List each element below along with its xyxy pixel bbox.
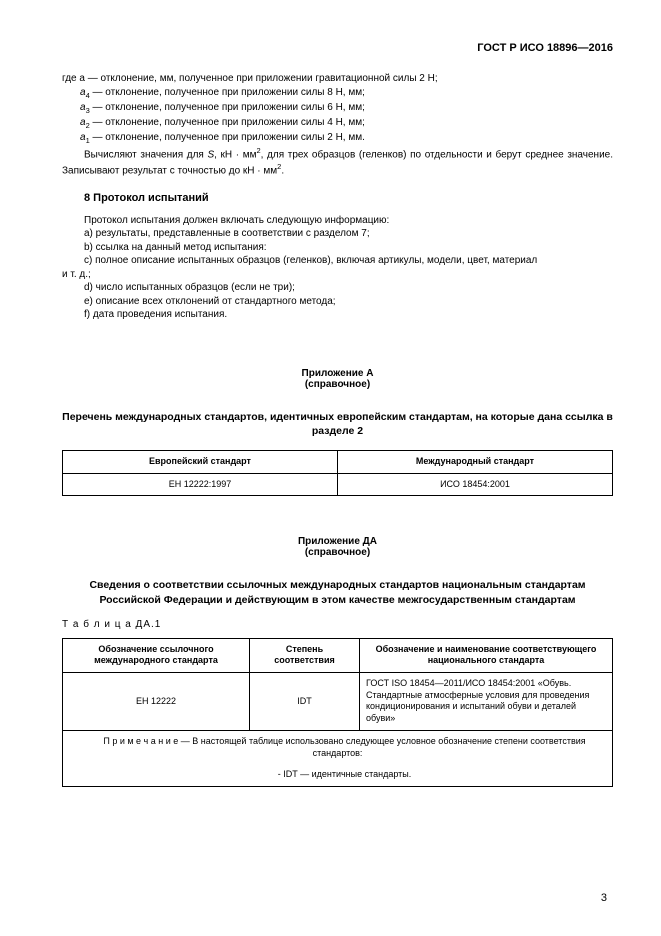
table-da-note-row2: - IDT — идентичные стандарты. xyxy=(63,764,613,786)
table-da-r1c1: ЕН 12222 xyxy=(63,673,250,731)
table-da-row1: ЕН 12222 IDT ГОСТ ISO 18454—2011/ИСО 184… xyxy=(63,673,613,731)
def-a3: a3 — отклонение, полученное при приложен… xyxy=(80,101,613,116)
calc-para: Вычисляют значения для S, кН · мм2, для … xyxy=(62,146,613,178)
table-da-h1: Обозначение ссылочного международного ст… xyxy=(63,638,250,672)
document-header: ГОСТ Р ИСО 18896—2016 xyxy=(62,42,613,54)
item-d: d) число испытанных образцов (если не тр… xyxy=(84,281,613,295)
def-a2-text: — отклонение, полученное при приложении … xyxy=(90,117,365,128)
calc-dot: . xyxy=(281,165,284,176)
section-8-head: 8 Протокол испытаний xyxy=(84,192,613,204)
def-a1: a1 — отклонение, полученное при приложен… xyxy=(80,131,613,146)
table-da-h2: Степень соответствия xyxy=(250,638,360,672)
item-b: b) ссылка на данный метод испытания: xyxy=(84,241,613,255)
def-a1-text: — отклонение, полученное при приложении … xyxy=(90,132,365,143)
table-da-r1c2: IDT xyxy=(250,673,360,731)
annex-da-head: Сведения о соответствии ссылочных междун… xyxy=(62,578,613,606)
table-a-header-row: Европейский стандарт Международный станд… xyxy=(63,451,613,474)
table-da: Обозначение ссылочного международного ст… xyxy=(62,638,613,787)
item-c: c) полное описание испытанных образцов (… xyxy=(84,254,613,268)
table-da-label: Т а б л и ц а ДА.1 xyxy=(62,619,613,630)
def-a3-text: — отклонение, полученное при приложении … xyxy=(90,102,365,113)
calc-unit: , кН · мм xyxy=(214,149,256,160)
def-a4-text: — отклонение, полученное при приложении … xyxy=(90,87,365,98)
annex-a-sub: (справочное) xyxy=(62,379,613,390)
intro-line: где a — отклонение, мм, полученное при п… xyxy=(62,72,613,86)
annex-a-block: Приложение А (справочное) xyxy=(62,368,613,390)
note2-text: - IDT — идентичные стандарты. xyxy=(278,769,412,779)
item-e: e) описание всех отклонений от стандартн… xyxy=(84,295,613,309)
table-da-note-row: П р и м е ч а н и е — В настоящей таблиц… xyxy=(63,730,613,764)
table-a-row1: ЕН 12222:1997 ИСО 18454:2001 xyxy=(63,473,613,496)
def-a4: a4 — отклонение, полученное при приложен… xyxy=(80,86,613,101)
item-a: a) результаты, представленные в соответс… xyxy=(84,227,613,241)
table-da-note2: - IDT — идентичные стандарты. xyxy=(63,764,613,786)
page-number: 3 xyxy=(601,892,607,904)
table-da-header-row: Обозначение ссылочного международного ст… xyxy=(63,638,613,672)
table-da-note1: П р и м е ч а н и е — В настоящей таблиц… xyxy=(63,730,613,764)
note1-text: П р и м е ч а н и е — В настоящей таблиц… xyxy=(69,736,606,759)
calc-p1: Вычисляют значения для xyxy=(84,149,207,160)
annex-da-title: Приложение ДА xyxy=(62,536,613,547)
item-f: f) дата проведения испытания. xyxy=(84,308,613,322)
def-a2: a2 — отклонение, полученное при приложен… xyxy=(80,116,613,131)
table-a-c2: ИСО 18454:2001 xyxy=(338,473,613,496)
annex-a-title: Приложение А xyxy=(62,368,613,379)
annex-a-head: Перечень международных стандартов, идент… xyxy=(62,410,613,438)
table-da-r1c3: ГОСТ ISO 18454—2011/ИСО 18454:2001 «Обув… xyxy=(360,673,613,731)
page-content: ГОСТ Р ИСО 18896—2016 где a — отклонение… xyxy=(0,0,661,827)
table-a: Европейский стандарт Международный станд… xyxy=(62,450,613,496)
annex-da-block: Приложение ДА (справочное) xyxy=(62,536,613,558)
table-a-c1: ЕН 12222:1997 xyxy=(63,473,338,496)
etc-line: и т. д.; xyxy=(62,268,613,282)
protocol-intro: Протокол испытания должен включать следу… xyxy=(62,214,613,228)
table-da-h3: Обозначение и наименование соответствующ… xyxy=(360,638,613,672)
annex-da-sub: (справочное) xyxy=(62,547,613,558)
table-a-h2: Международный стандарт xyxy=(338,451,613,474)
table-a-h1: Европейский стандарт xyxy=(63,451,338,474)
